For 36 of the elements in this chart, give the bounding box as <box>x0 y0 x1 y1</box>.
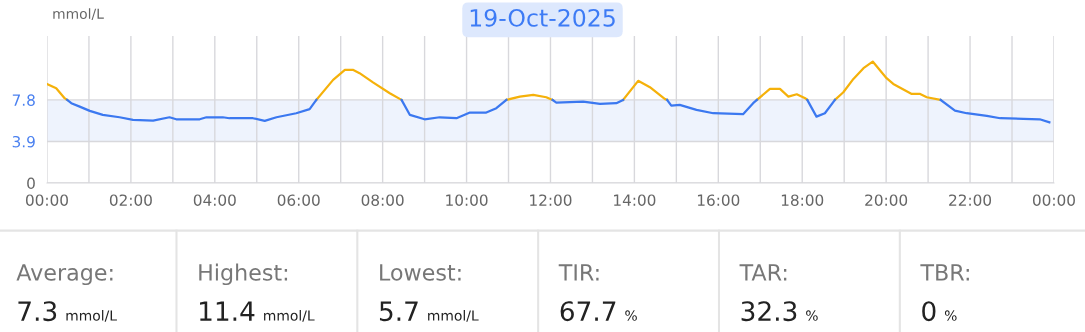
text: TIR: <box>558 264 599 281</box>
x-tick-label: 02:00 <box>109 194 152 206</box>
text: Average: <box>16 264 113 286</box>
x-tick-label: 18:00 <box>781 194 824 206</box>
x-tick-label: 10:00 <box>446 194 488 206</box>
x-tick-label: 00:00 <box>25 194 68 206</box>
y-axis-title: mmol/L <box>53 8 104 21</box>
text: 67.7 <box>560 301 616 322</box>
text: 5.7 <box>379 301 418 322</box>
text: 7.3 <box>18 301 57 322</box>
text: 0 <box>922 301 936 322</box>
text: Highest: <box>199 263 288 286</box>
text: mmol/L <box>428 310 479 322</box>
x-tick-label: 14:00 <box>614 194 656 206</box>
x-tick-label: 08:00 <box>361 194 404 206</box>
x-tick-label: 06:00 <box>277 194 320 206</box>
text: mmol/L <box>264 310 315 322</box>
text: % <box>625 310 637 321</box>
text: 32.3 <box>741 301 797 322</box>
x-tick-label: 04:00 <box>193 194 236 206</box>
text: % <box>806 310 818 321</box>
x-tick-label: 12:00 <box>530 194 572 206</box>
text: % <box>944 310 957 321</box>
y-tick-label: 3.9 <box>12 135 35 148</box>
y-tick-label: 7.8 <box>12 94 35 106</box>
chart-title: 19-Oct-2025 <box>470 8 615 27</box>
text: TAR: <box>739 264 787 281</box>
text: 11.4 <box>200 301 255 321</box>
text: mmol/L <box>66 310 117 322</box>
text: Lowest: <box>380 264 461 281</box>
text: TBR: <box>920 264 969 281</box>
x-tick-label: 22:00 <box>949 194 992 206</box>
y-tick-label: 0 <box>27 177 35 190</box>
x-tick-label: 00:00 <box>1032 194 1075 206</box>
x-tick-label: 16:00 <box>697 194 740 206</box>
x-tick-label: 20:00 <box>865 194 908 206</box>
